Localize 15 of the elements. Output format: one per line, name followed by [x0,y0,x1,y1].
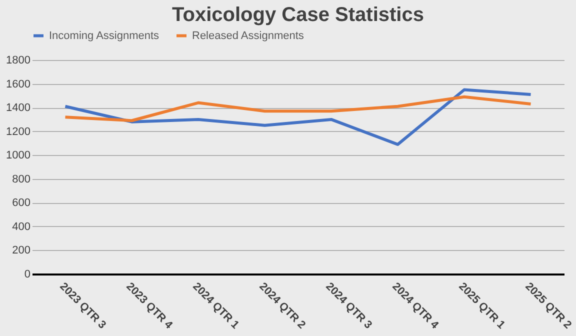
y-tick-label: 1600 [6,78,30,90]
line-series [64,88,532,146]
y-tick-label: 400 [12,220,30,233]
y-tick-label: 800 [12,173,30,186]
y-tick-label: 200 [12,244,30,257]
y-tick-label: 0 [24,268,30,280]
y-tick-label: 1400 [6,102,30,114]
y-tick-label: 600 [12,197,30,210]
y-tick-label: 1800 [6,54,30,66]
y-tick-label: 1000 [6,150,30,162]
line-series [64,95,532,122]
y-tick-label: 1200 [6,126,30,138]
chart-title: Toxicology Case Statistics [172,4,424,26]
legend-label: Incoming Assignments [49,30,160,42]
legend-label: Released Assignments [192,30,304,42]
